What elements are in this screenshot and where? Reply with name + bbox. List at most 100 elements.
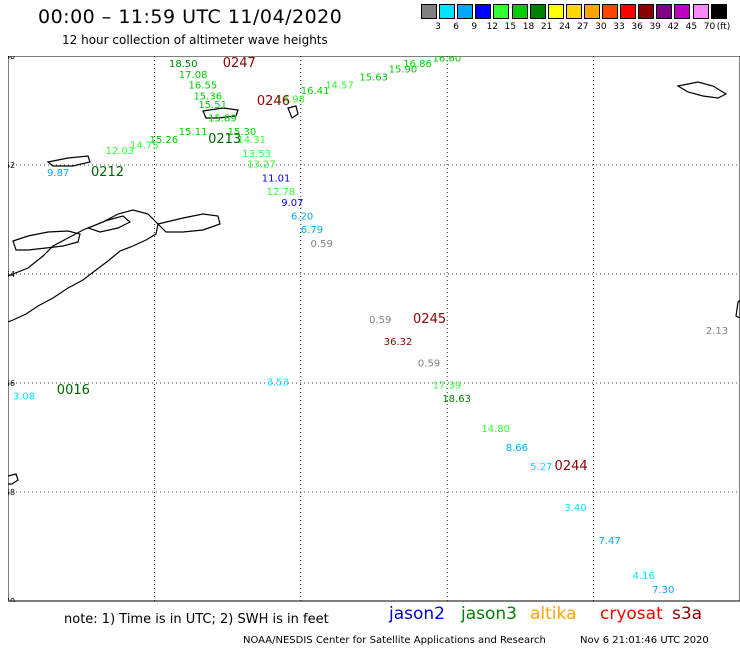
wave-height-reading: 6.79 bbox=[301, 225, 323, 236]
satellite-name: jason2 bbox=[389, 604, 445, 624]
legend-swatch bbox=[692, 4, 709, 19]
wave-height-reading: 16.60 bbox=[433, 56, 462, 64]
coastline-segment bbox=[8, 209, 159, 323]
wave-height-reading: 14.75 bbox=[130, 141, 159, 152]
wave-height-reading: 14.31 bbox=[237, 135, 266, 146]
wave-height-reading: 16.55 bbox=[189, 81, 218, 92]
legend-label: 21 bbox=[540, 22, 553, 32]
map-subtitle: 12 hour collection of altimeter wave hei… bbox=[62, 33, 328, 47]
wave-height-reading: 4.16 bbox=[633, 571, 655, 582]
legend-label: 12 bbox=[486, 22, 499, 32]
wave-height-reading: 18.63 bbox=[442, 394, 471, 405]
wave-height-reading: 15.30 bbox=[228, 127, 257, 138]
wave-height-reading: 15.36 bbox=[193, 92, 222, 103]
pass-time-label: 0246 bbox=[257, 94, 290, 109]
wave-height-reading: 5.27 bbox=[530, 462, 552, 473]
wave-height-reading: 15.90 bbox=[389, 64, 418, 75]
wave-height-reading: 0.59 bbox=[369, 315, 391, 326]
wave-height-reading: 3.53 bbox=[267, 378, 289, 389]
legend-label: 36 bbox=[631, 22, 643, 32]
legend-label: 27 bbox=[577, 22, 589, 32]
coastline-segment bbox=[12, 230, 81, 251]
satellite-name: altika bbox=[530, 604, 577, 624]
coastline-segment bbox=[202, 107, 239, 119]
legend-label: 9 bbox=[471, 22, 478, 32]
wave-height-reading: 18.50 bbox=[169, 59, 198, 70]
wave-height-reading: 6.20 bbox=[291, 212, 313, 223]
wave-height-reading: 16.41 bbox=[301, 86, 330, 97]
legend-swatch bbox=[710, 4, 727, 19]
wave-height-reading: 15.63 bbox=[359, 73, 388, 84]
wave-height-reading: 14.57 bbox=[325, 81, 354, 92]
legend-label: 15 bbox=[504, 22, 517, 32]
wave-height-reading: 9.87 bbox=[47, 168, 69, 179]
graticule: -60-62-64-66-68-70-60-57-54-51-48-45 bbox=[8, 56, 740, 602]
legend-label: 24 bbox=[558, 22, 571, 32]
wave-height-reading: 15.11 bbox=[179, 127, 208, 138]
coastline-segment bbox=[287, 105, 299, 119]
wave-height-reading: 12.03 bbox=[106, 146, 135, 157]
legend-swatch bbox=[583, 4, 600, 19]
latitude-label: -68 bbox=[8, 488, 15, 497]
wave-height-reading: 7.30 bbox=[652, 585, 674, 596]
legend-label: 30 bbox=[595, 22, 607, 32]
satellite-name: cryosat bbox=[600, 604, 663, 624]
latitude-label: -70 bbox=[8, 597, 15, 602]
pass-time-label: 0247 bbox=[223, 56, 256, 71]
latitude-label: -60 bbox=[8, 56, 15, 61]
legend-label: 6 bbox=[453, 22, 459, 32]
wave-height-reading: 36.32 bbox=[384, 337, 413, 348]
legend-swatch bbox=[511, 4, 528, 19]
wave-height-reading: 7.47 bbox=[598, 536, 620, 547]
coastline-segment bbox=[676, 81, 728, 99]
pass-time-label: 0213 bbox=[208, 132, 241, 147]
pass-time-label: 0212 bbox=[91, 165, 124, 180]
satellite-name: jason3 bbox=[461, 604, 517, 624]
legend-label: 42 bbox=[667, 22, 680, 32]
latitude-label: -62 bbox=[8, 161, 15, 170]
wave-height-reading: 11.01 bbox=[262, 173, 291, 184]
wave-height-reading: 12.78 bbox=[267, 187, 296, 198]
wave-height-reading: 15.89 bbox=[208, 113, 237, 124]
satellite-name: s3a bbox=[672, 604, 703, 624]
latitude-label: -64 bbox=[8, 270, 15, 279]
legend-label: 33 bbox=[613, 22, 625, 32]
wave-height-reading: 15.26 bbox=[150, 135, 179, 146]
wave-height-reading: 14.80 bbox=[481, 424, 510, 435]
wave-height-reading: 0.59 bbox=[418, 359, 440, 370]
wave-height-reading: 17.39 bbox=[433, 380, 462, 391]
wave-height-reading: 14.98 bbox=[276, 94, 305, 105]
wave-height-reading: 2.13 bbox=[706, 326, 728, 337]
coastline-segment bbox=[86, 215, 132, 233]
coastline-segment bbox=[46, 155, 91, 167]
footer-note: note: 1) Time is in UTC; 2) SWH is in fe… bbox=[64, 612, 329, 627]
wave-height-reading: 13.27 bbox=[247, 160, 276, 171]
map-title: 00:00 – 11:59 UTC 11/04/2020 bbox=[38, 6, 343, 28]
coastline-segment bbox=[735, 299, 740, 319]
legend-swatch bbox=[529, 4, 546, 19]
legend-label: 70 bbox=[703, 22, 716, 32]
wave-height-reading: 16.86 bbox=[403, 59, 432, 70]
legend-label: 45 bbox=[685, 22, 698, 32]
wave-height-reading: 17.08 bbox=[179, 70, 208, 81]
legend-swatch bbox=[674, 4, 691, 19]
latitude-label: -66 bbox=[8, 379, 15, 388]
legend-label: 3 bbox=[435, 22, 441, 32]
legend-swatch bbox=[475, 4, 492, 19]
coastline bbox=[8, 81, 740, 485]
legend-swatch bbox=[457, 4, 474, 19]
pass-time-label: 0244 bbox=[555, 459, 588, 474]
wave-height-reading: 3.08 bbox=[13, 391, 35, 402]
wave-height-map: -60-62-64-66-68-70-60-57-54-51-48-45 18.… bbox=[8, 56, 740, 602]
coastline-segment bbox=[8, 473, 19, 485]
wave-height-reading: 8.66 bbox=[506, 443, 528, 454]
credit-text: NOAA/NESDIS Center for Satellite Applica… bbox=[243, 635, 546, 646]
legend-swatch bbox=[547, 4, 564, 19]
coastline-segment bbox=[156, 213, 221, 233]
legend-unit: (ft) bbox=[716, 22, 731, 32]
legend-swatch bbox=[493, 4, 510, 19]
legend-swatch bbox=[565, 4, 582, 19]
pass-time-label: 0245 bbox=[413, 312, 446, 327]
legend-label: 18 bbox=[522, 22, 535, 32]
